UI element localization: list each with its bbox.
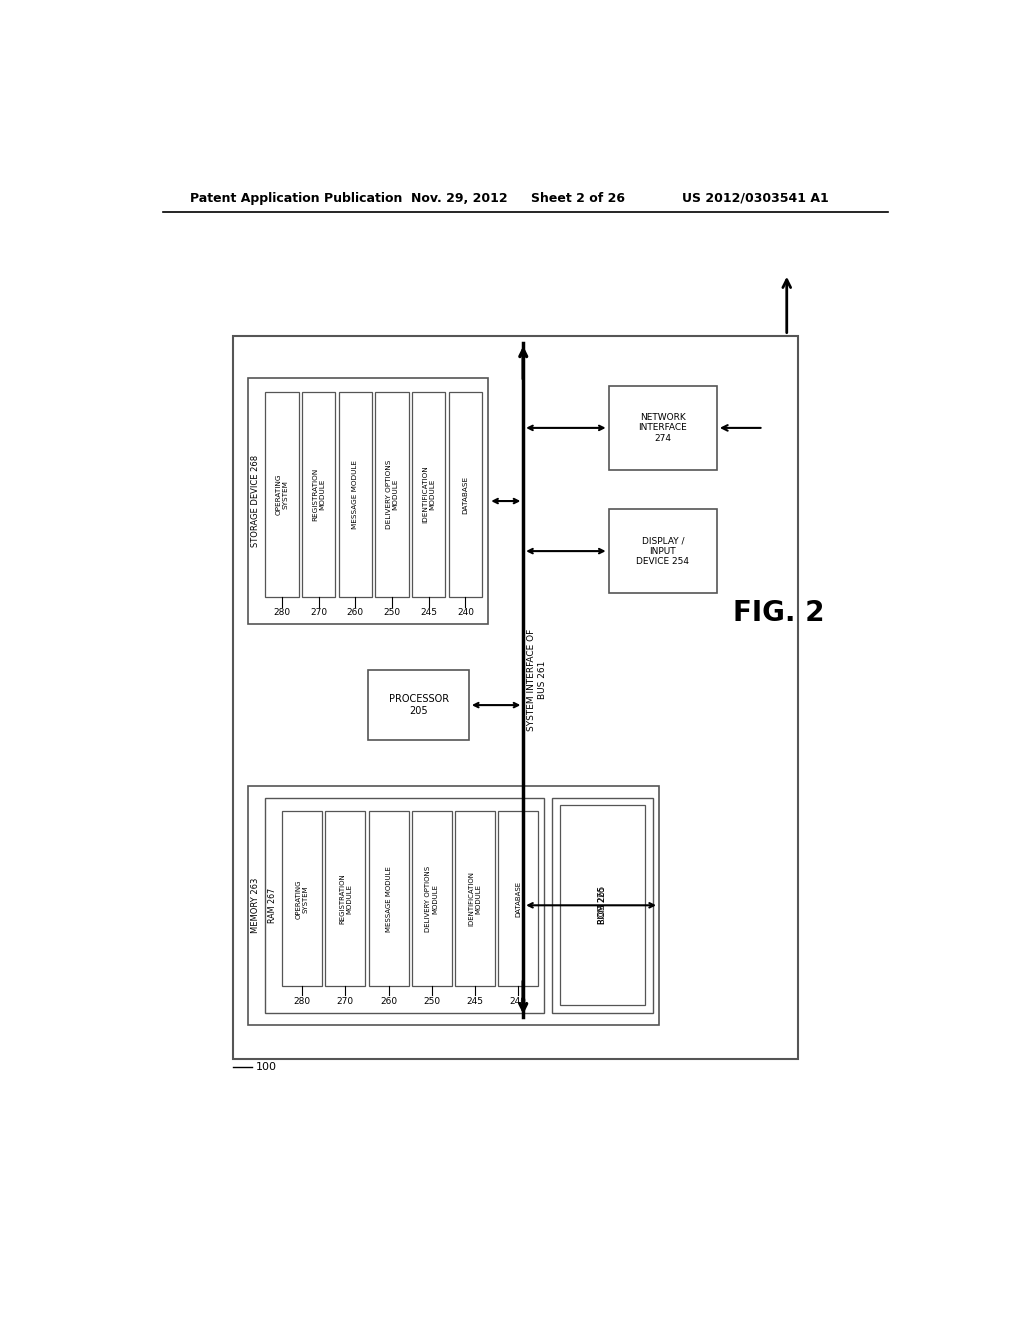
- Text: OPERATING
SYSTEM: OPERATING SYSTEM: [275, 474, 289, 515]
- Bar: [302, 392, 336, 598]
- Text: Patent Application Publication: Patent Application Publication: [190, 191, 402, 205]
- Text: PROCESSOR
205: PROCESSOR 205: [388, 694, 449, 715]
- Text: 260: 260: [347, 609, 364, 618]
- Text: DISPLAY /
INPUT
DEVICE 254: DISPLAY / INPUT DEVICE 254: [636, 536, 689, 566]
- Text: DELIVERY OPTIONS
MODULE: DELIVERY OPTIONS MODULE: [425, 866, 438, 932]
- Bar: [552, 797, 652, 1014]
- Text: STORAGE DEVICE 268: STORAGE DEVICE 268: [251, 455, 260, 546]
- Text: DATABASE: DATABASE: [463, 475, 468, 513]
- Bar: [232, 335, 799, 1059]
- Bar: [449, 392, 482, 598]
- Text: 240: 240: [457, 609, 474, 618]
- Text: DELIVERY OPTIONS
MODULE: DELIVERY OPTIONS MODULE: [385, 459, 398, 529]
- Text: 245: 245: [420, 609, 437, 618]
- Text: FIG. 2: FIG. 2: [733, 599, 824, 627]
- Text: 250: 250: [383, 609, 400, 618]
- Text: 245: 245: [466, 997, 483, 1006]
- Text: 260: 260: [380, 997, 397, 1006]
- Text: OPERATING
SYSTEM: OPERATING SYSTEM: [296, 879, 309, 919]
- Text: RAM 267: RAM 267: [268, 887, 278, 923]
- Bar: [560, 805, 645, 1006]
- Text: 270: 270: [310, 609, 328, 618]
- Text: REGISTRATION
MODULE: REGISTRATION MODULE: [339, 874, 352, 924]
- Text: MEMORY 263: MEMORY 263: [251, 878, 260, 933]
- Bar: [265, 797, 544, 1014]
- Text: 280: 280: [294, 997, 311, 1006]
- Text: MESSAGE MODULE: MESSAGE MODULE: [385, 866, 391, 932]
- Text: IDENTIFICATION
MODULE: IDENTIFICATION MODULE: [468, 871, 481, 927]
- Bar: [369, 812, 409, 986]
- Bar: [412, 812, 452, 986]
- Bar: [608, 508, 717, 594]
- Text: NETWORK
INTERFACE
274: NETWORK INTERFACE 274: [638, 413, 687, 442]
- Text: 100: 100: [256, 1063, 276, 1072]
- Bar: [265, 392, 299, 598]
- Text: IDENTIFICATION
MODULE: IDENTIFICATION MODULE: [422, 466, 435, 524]
- Text: 240: 240: [510, 997, 526, 1006]
- Bar: [248, 785, 658, 1024]
- Text: SYSTEM INTERFACE OF
BUS 261: SYSTEM INTERFACE OF BUS 261: [527, 628, 547, 731]
- Text: REGISTRATION
MODULE: REGISTRATION MODULE: [312, 467, 326, 521]
- Text: DATABASE: DATABASE: [515, 880, 521, 917]
- Bar: [455, 812, 495, 986]
- Bar: [283, 812, 323, 986]
- Text: Nov. 29, 2012: Nov. 29, 2012: [411, 191, 508, 205]
- Bar: [369, 671, 469, 739]
- Text: ROM 265: ROM 265: [598, 886, 607, 924]
- Bar: [326, 812, 366, 986]
- Text: Sheet 2 of 26: Sheet 2 of 26: [531, 191, 625, 205]
- Bar: [248, 378, 488, 624]
- Bar: [498, 812, 538, 986]
- Text: BIOS 226: BIOS 226: [598, 887, 607, 924]
- Text: 270: 270: [337, 997, 354, 1006]
- Bar: [339, 392, 372, 598]
- Text: MESSAGE MODULE: MESSAGE MODULE: [352, 459, 358, 529]
- Text: US 2012/0303541 A1: US 2012/0303541 A1: [682, 191, 828, 205]
- Text: 250: 250: [423, 997, 440, 1006]
- Bar: [412, 392, 445, 598]
- Text: 280: 280: [273, 609, 291, 618]
- Bar: [375, 392, 409, 598]
- Bar: [608, 385, 717, 470]
